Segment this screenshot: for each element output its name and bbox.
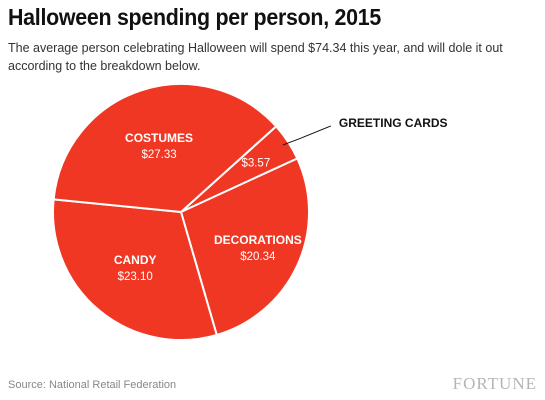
slice-label-candy: CANDY bbox=[114, 253, 157, 267]
brand-logo: FORTUNE bbox=[452, 374, 537, 393]
chart-title: Halloween spending per person, 2015 bbox=[8, 4, 382, 30]
pie-slice-decorations bbox=[180, 157, 310, 336]
slice-label-costumes: COSTUMES bbox=[125, 131, 193, 145]
chart-subtitle: The average person celebrating Halloween… bbox=[8, 41, 503, 73]
slice-value-costumes: $27.33 bbox=[141, 149, 176, 161]
slice-label-decorations: DECORATIONS bbox=[214, 233, 302, 247]
pie-slice-costumes bbox=[52, 83, 278, 213]
slice-value-greeting-cards: $3.57 bbox=[241, 158, 270, 170]
slice-label-greeting-cards: GREETING CARDS bbox=[339, 116, 448, 130]
slice-value-decorations: $20.34 bbox=[240, 251, 276, 263]
callout-line bbox=[282, 125, 332, 146]
slice-value-candy: $23.10 bbox=[118, 271, 153, 283]
source-note: Source: National Retail Federation bbox=[8, 379, 177, 391]
pie-slice-candy bbox=[52, 198, 218, 341]
